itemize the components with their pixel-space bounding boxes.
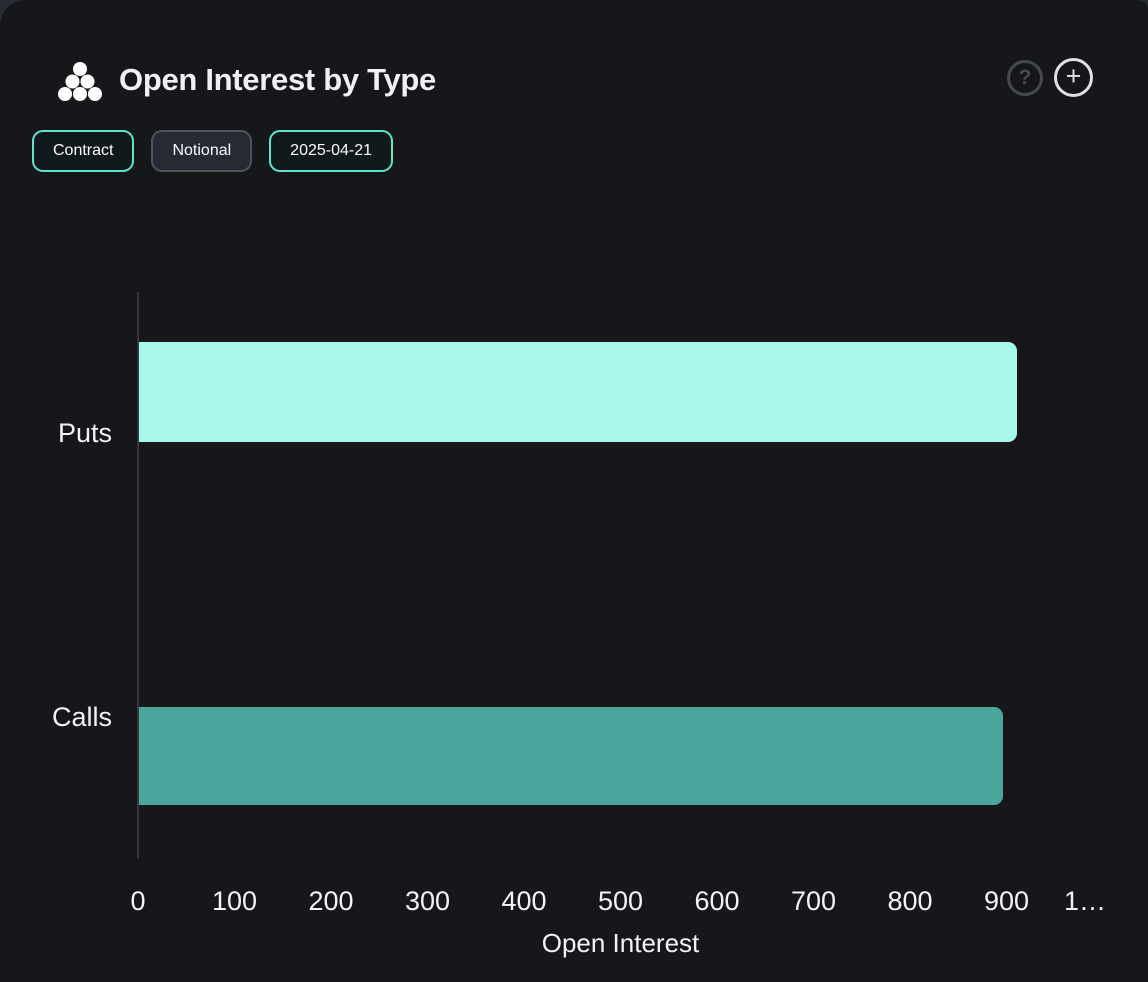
help-icon[interactable]: ? <box>1007 60 1043 96</box>
x-tick-label: 700 <box>790 886 837 916</box>
bar-calls[interactable] <box>139 707 1003 805</box>
x-tick-label: 100 <box>211 886 258 916</box>
date-button[interactable]: 2025-04-21 <box>269 130 394 172</box>
y-tick-label-puts: Puts <box>57 418 112 448</box>
add-icon[interactable]: + <box>1054 58 1093 97</box>
x-tick-label: 1… <box>1063 886 1107 916</box>
help-glyph: ? <box>1018 66 1032 89</box>
y-axis-line <box>137 292 139 858</box>
x-axis-title: Open Interest <box>541 928 700 958</box>
x-tick-label: 800 <box>887 886 933 916</box>
cluster-dots-icon <box>58 62 102 101</box>
bar-puts[interactable] <box>139 342 1018 442</box>
x-tick-label: 400 <box>501 886 547 916</box>
notional-button[interactable]: Notional <box>151 130 253 172</box>
x-tick-label: 600 <box>694 886 740 916</box>
page-title: Open Interest by Type <box>119 62 436 97</box>
x-tick-label: 300 <box>404 886 451 916</box>
contract-button[interactable]: Contract <box>32 130 135 172</box>
y-tick-label-calls: Calls <box>51 702 112 732</box>
x-tick-label: 900 <box>983 886 1030 916</box>
x-tick-label: 0 <box>130 886 146 916</box>
x-tick-label: 200 <box>308 886 354 916</box>
card-header: Open Interest by Type ? + <box>0 0 1148 120</box>
control-buttons: Contract Notional 2025-04-21 <box>32 130 394 172</box>
x-tick-label: 500 <box>597 886 644 916</box>
add-glyph: + <box>1065 61 1082 91</box>
